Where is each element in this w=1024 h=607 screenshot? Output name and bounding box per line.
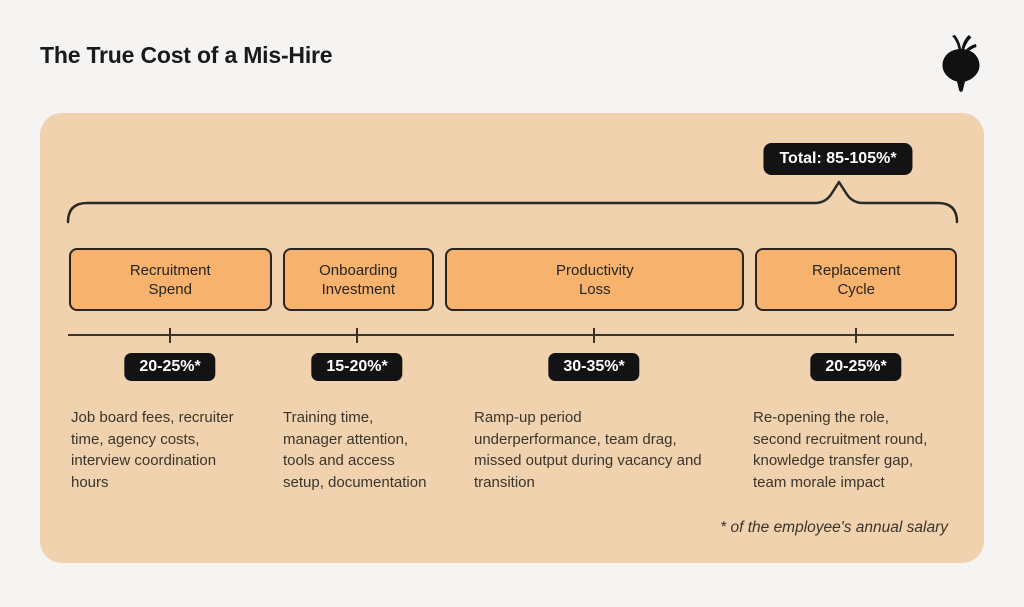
segment-boxes-row: Recruitment Spend Onboarding Investment … <box>69 248 957 311</box>
percentage-badge-productivity: 30-35%* <box>548 353 640 381</box>
segment-box-recruitment-spend: Recruitment Spend <box>69 248 272 311</box>
brace-graphic <box>66 180 959 224</box>
cost-breakdown-panel: Total: 85-105%* Recruitment Spend Onboar… <box>40 113 984 563</box>
timeline-axis <box>68 328 954 343</box>
axis-tick-4 <box>855 328 857 343</box>
percentage-badge-recruitment: 20-25%* <box>124 353 216 381</box>
description-productivity: Ramp-up period underperformance, team dr… <box>474 409 702 491</box>
total-badge: Total: 85-105%* <box>763 143 913 175</box>
axis-tick-1 <box>169 328 171 343</box>
axis-tick-3 <box>593 328 595 343</box>
description-replacement: Re-opening the role, second recruitment … <box>753 409 928 491</box>
segment-box-productivity-loss: Productivity Loss <box>445 248 745 311</box>
percentage-badge-replacement: 20-25%* <box>810 353 902 381</box>
beet-logo-icon <box>942 35 980 92</box>
segment-box-onboarding-investment: Onboarding Investment <box>282 248 435 311</box>
axis-line <box>68 334 954 336</box>
description-onboarding: Training time, manager attention, tools … <box>283 409 427 491</box>
salary-footnote: * of the employee's annual salary <box>720 519 948 536</box>
page-title: The True Cost of a Mis-Hire <box>40 42 333 68</box>
segment-box-replacement-cycle: Replacement Cycle <box>755 248 957 311</box>
axis-tick-2 <box>356 328 358 343</box>
percentage-badge-onboarding: 15-20%* <box>311 353 403 381</box>
description-recruitment: Job board fees, recruiter time, agency c… <box>71 409 234 491</box>
